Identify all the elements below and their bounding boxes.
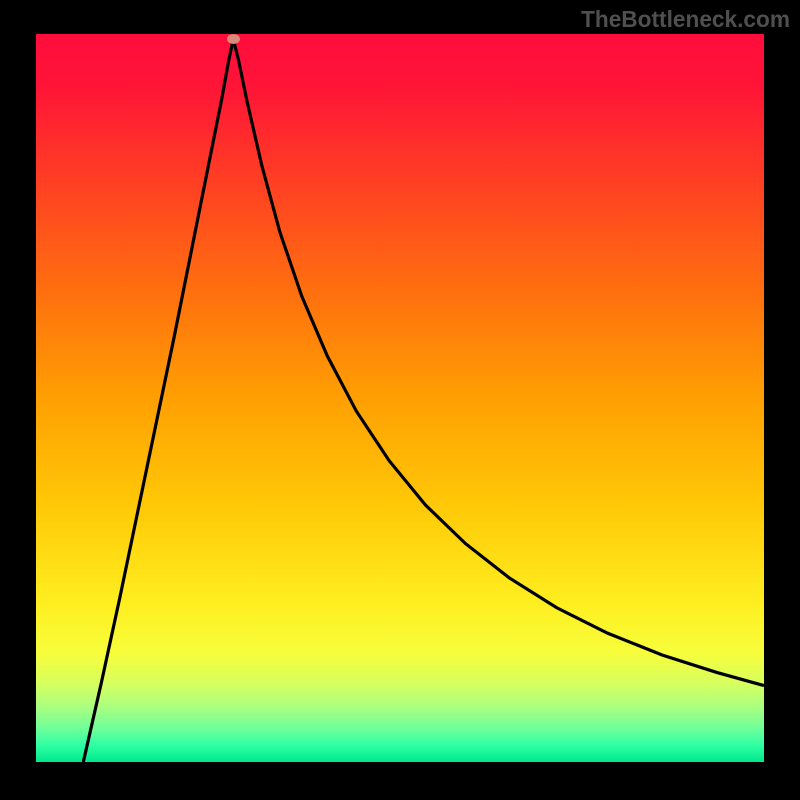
chart-svg: [36, 34, 764, 762]
chart-plot-area: [36, 34, 764, 762]
curve-vertex-marker: [227, 34, 240, 44]
attribution-label: TheBottleneck.com: [581, 6, 790, 33]
